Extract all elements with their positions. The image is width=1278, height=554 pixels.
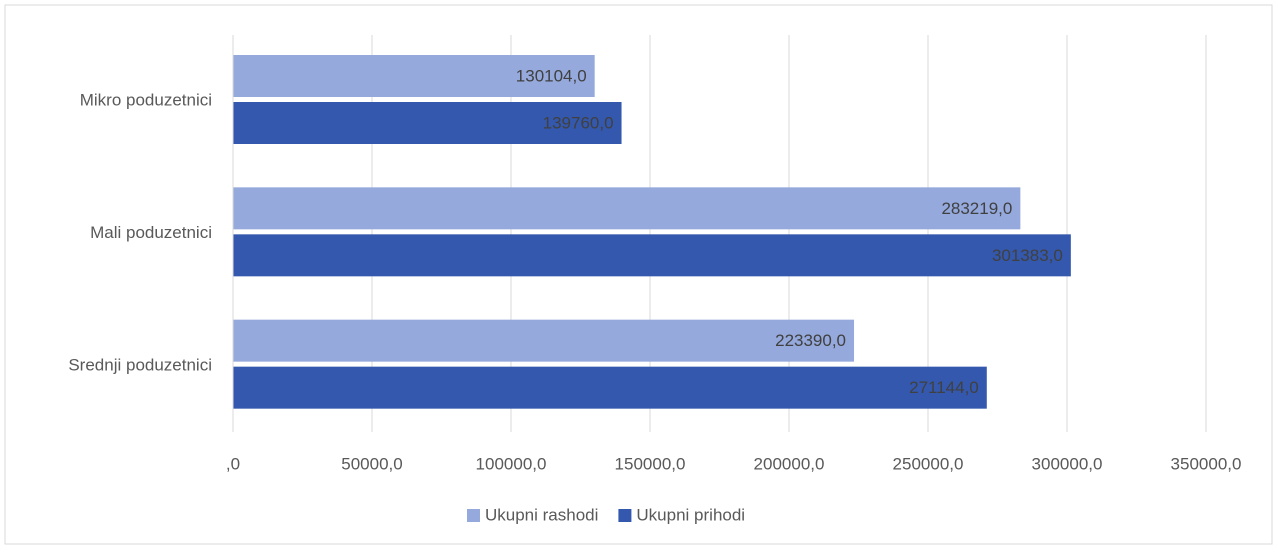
y-tick-label: Mikro poduzetnici — [80, 91, 212, 110]
x-tick-label: 300000,0 — [1032, 454, 1103, 473]
legend-label: Ukupni rashodi — [485, 505, 598, 524]
y-tick-label: Mali poduzetnici — [90, 223, 212, 242]
x-tick-label: 350000,0 — [1171, 454, 1242, 473]
bar — [233, 55, 595, 97]
data-label: 301383,0 — [992, 246, 1063, 265]
x-tick-label: 250000,0 — [893, 454, 964, 473]
data-label: 223390,0 — [775, 331, 846, 350]
data-label: 283219,0 — [941, 199, 1012, 218]
x-tick-label: 50000,0 — [341, 454, 402, 473]
x-tick-label: ,0 — [226, 454, 240, 473]
data-label: 130104,0 — [516, 66, 587, 85]
bar — [233, 102, 622, 144]
bar — [233, 234, 1071, 277]
bar — [233, 319, 855, 362]
legend-label: Ukupni prihodi — [636, 505, 745, 524]
legend-swatch — [618, 509, 632, 522]
data-label: 271144,0 — [909, 378, 979, 397]
x-tick-label: 100000,0 — [476, 454, 547, 473]
x-tick-label: 150000,0 — [615, 454, 686, 473]
bar — [233, 187, 1021, 230]
x-tick-label: 200000,0 — [754, 454, 825, 473]
legend-swatch — [467, 509, 480, 522]
y-tick-label: Srednji poduzetnici — [68, 355, 212, 374]
data-label: 139760,0 — [543, 113, 614, 132]
bar — [233, 366, 987, 409]
